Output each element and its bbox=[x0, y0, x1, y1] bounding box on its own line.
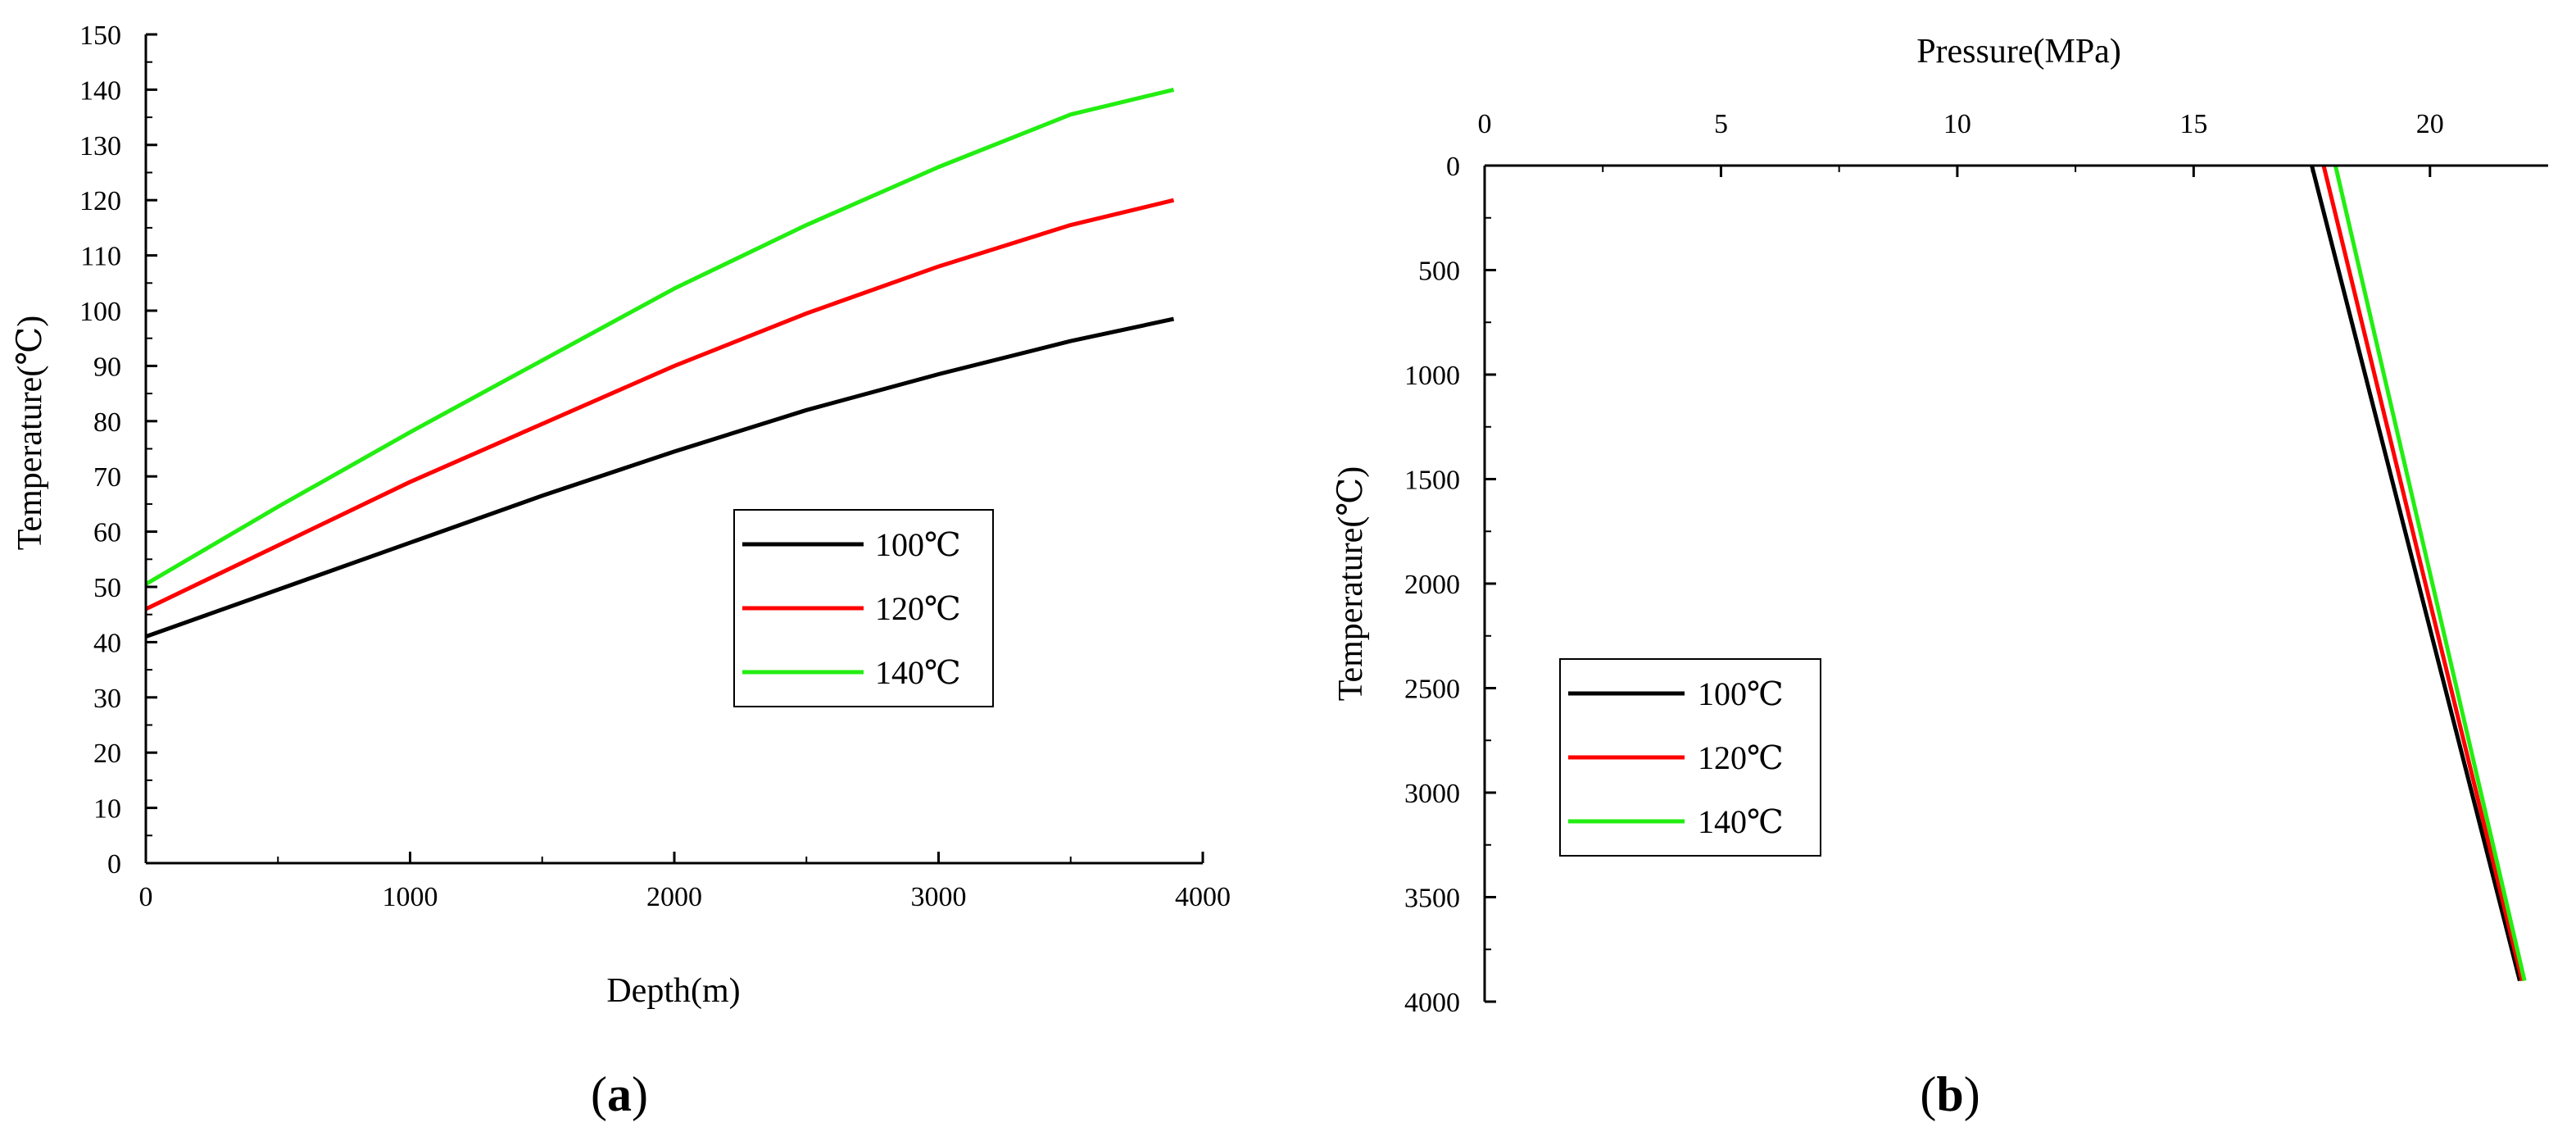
panel-b-series-line-3 bbox=[2333, 165, 2527, 982]
panel-a-chart: 0 1000 2000 3000 4000 0 10 20 30 40 50 60 70 80 90 100 1… bbox=[11, 20, 1231, 1121]
panel-a-tick-labels: 0 1000 2000 3000 4000 0 10 20 30 40 50 60 70 80 90 100 1… bbox=[79, 20, 1231, 912]
panel-b-legend: 100℃ 120℃ 140℃ bbox=[1559, 658, 1821, 857]
panel-b-chart: 0 5 10 15 20 0 500 1000 1500 2000 2500 3000 3500 4000… bbox=[1332, 33, 2548, 1121]
panel-b-letter: b bbox=[1936, 1067, 1963, 1121]
panel-b-y-tick-label: 3000 bbox=[1404, 779, 1460, 809]
panel-a-y-tick-label: 20 bbox=[93, 739, 121, 769]
panel-b-y-tick-label: 1000 bbox=[1404, 361, 1460, 391]
panel-b-series-line-1 bbox=[2310, 165, 2522, 982]
panel-b-label: (b) bbox=[1920, 1067, 1980, 1121]
panel-a-x-tick-label: 3000 bbox=[911, 882, 967, 912]
panel-a-y-tick-label: 60 bbox=[93, 518, 121, 548]
panel-a-y-tick-label: 150 bbox=[79, 20, 121, 51]
panel-b-x-axis-title: Pressure(MPa) bbox=[1916, 33, 2121, 70]
panel-a-y-tick-label: 90 bbox=[93, 352, 121, 382]
panel-b-y-tick-label: 4000 bbox=[1404, 988, 1460, 1018]
panel-a-y-tick-label: 40 bbox=[93, 628, 121, 658]
panel-a-y-tick-label: 0 bbox=[107, 849, 121, 880]
panel-b-legend-label: 100℃ bbox=[1698, 675, 1784, 712]
panel-b-legend-label: 140℃ bbox=[1698, 803, 1784, 840]
panel-b-y-tick-label: 1500 bbox=[1404, 466, 1460, 496]
panel-b-series bbox=[2310, 165, 2527, 982]
panel-b-x-tick-label: 0 bbox=[1478, 109, 1492, 139]
panel-b-x-tick-label: 15 bbox=[2179, 109, 2207, 139]
panel-b-tick-labels: 0 5 10 15 20 0 500 1000 1500 2000 2500 3000 3500 4000 bbox=[1404, 109, 2444, 1018]
panel-b-y-tick-label: 3500 bbox=[1404, 884, 1460, 914]
panel-a-y-tick-label: 80 bbox=[93, 407, 121, 438]
panel-a-legend-label: 120℃ bbox=[875, 590, 961, 627]
panel-a-x-tick-label: 2000 bbox=[646, 882, 702, 912]
panel-b-x-tick-label: 20 bbox=[2416, 109, 2444, 139]
panel-b-ticks bbox=[1483, 164, 2432, 1003]
panel-b-y-tick-label: 500 bbox=[1418, 257, 1460, 287]
panel-a-ticks bbox=[144, 33, 1204, 865]
panel-b-y-axis-title: Temperature(℃) bbox=[1332, 466, 1370, 702]
panel-a-x-axis-title: Depth(m) bbox=[606, 972, 740, 1010]
panel-a-axes bbox=[144, 34, 1203, 865]
panel-a-x-tick-label: 4000 bbox=[1175, 882, 1231, 912]
panel-b-x-tick-label: 10 bbox=[1943, 109, 1971, 139]
panel-a-letter: a bbox=[607, 1067, 632, 1121]
panel-a-legend: 100℃ 120℃ 140℃ bbox=[733, 509, 994, 707]
panel-b-y-tick-label: 2500 bbox=[1404, 675, 1460, 705]
panel-a-y-tick-label: 10 bbox=[93, 794, 121, 825]
panel-a-series-line-1 bbox=[145, 316, 1175, 639]
panel-b-y-tick-label: 2000 bbox=[1404, 570, 1460, 600]
panel-a-legend-label: 100℃ bbox=[875, 526, 961, 563]
panel-a-y-tick-label: 30 bbox=[93, 684, 121, 714]
panel-a-y-tick-label: 120 bbox=[79, 186, 121, 216]
panel-a-y-tick-label: 130 bbox=[79, 131, 121, 161]
panel-b-y-tick-label: 0 bbox=[1446, 152, 1460, 182]
panel-a-y-tick-label: 110 bbox=[80, 242, 121, 272]
panel-b-x-tick-label: 5 bbox=[1714, 109, 1728, 139]
panel-a-series-line-3 bbox=[144, 87, 1175, 586]
panel-a-y-tick-label: 50 bbox=[93, 573, 121, 603]
panel-a-y-axis-title: Temperature(℃) bbox=[11, 316, 49, 551]
panel-a-legend-label: 140℃ bbox=[875, 654, 961, 691]
panel-b-series-line-2 bbox=[2321, 165, 2524, 982]
panel-a-series bbox=[144, 87, 1175, 639]
panel-b-legend-label: 120℃ bbox=[1698, 739, 1784, 776]
panel-a-y-tick-label: 100 bbox=[79, 297, 121, 327]
panel-a-series-line-2 bbox=[144, 198, 1175, 611]
panel-a-y-tick-label: 140 bbox=[79, 75, 121, 106]
panel-a-label: (a) bbox=[591, 1067, 648, 1121]
panel-b-axes bbox=[1483, 164, 2548, 1002]
panel-a-y-tick-label: 70 bbox=[93, 462, 121, 493]
panel-a-x-tick-label: 1000 bbox=[383, 882, 438, 912]
panel-a-x-tick-label: 0 bbox=[139, 882, 153, 912]
